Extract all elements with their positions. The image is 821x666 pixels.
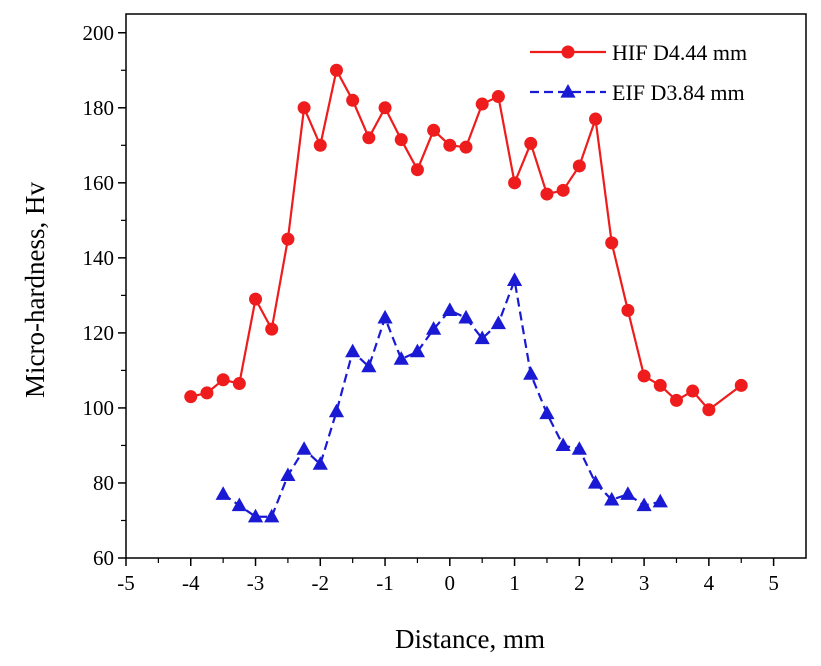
x-tick-label: -2 — [312, 571, 330, 595]
data-point — [297, 101, 311, 115]
data-point — [637, 369, 651, 383]
data-point — [702, 403, 716, 417]
data-point — [427, 123, 441, 137]
data-point — [200, 386, 214, 400]
data-point — [571, 441, 587, 455]
x-tick-label: -5 — [117, 571, 135, 595]
series-line — [222, 276, 661, 518]
legend-label: HIF D4.44 mm — [612, 40, 747, 65]
y-tick-label: 180 — [83, 96, 115, 120]
data-point — [247, 508, 264, 523]
data-point — [345, 343, 361, 358]
y-tick-label: 120 — [83, 321, 115, 345]
data-point — [475, 97, 489, 111]
data-point — [652, 493, 668, 508]
data-point — [329, 63, 343, 77]
legend-label: EIF D3.84 mm — [612, 80, 745, 105]
data-point — [653, 378, 667, 392]
data-point — [572, 159, 586, 173]
data-point — [686, 384, 700, 398]
axes: -5 -4 -3 -2 -1 0 1 2 3 4 5 60 80 100 120 140 160 180 200 — [83, 13, 807, 595]
data-point — [621, 303, 635, 317]
data-point — [216, 373, 230, 387]
series-1 — [184, 63, 748, 417]
legend-marker — [561, 45, 575, 59]
data-point — [491, 90, 505, 104]
x-tick-label: 1 — [509, 571, 520, 595]
y-tick-label: 80 — [93, 471, 114, 495]
data-point — [474, 330, 490, 345]
data-point — [605, 236, 619, 250]
data-point — [589, 112, 603, 126]
x-tick-label: 0 — [445, 571, 456, 595]
x-tick-label: -3 — [247, 571, 265, 595]
y-axis-title: Micro-hardness, Hv — [20, 182, 50, 398]
data-point — [540, 187, 554, 201]
x-tick-label: -1 — [376, 571, 394, 595]
data-point — [524, 136, 538, 150]
y-tick-label: 100 — [83, 396, 115, 420]
data-point — [669, 393, 683, 407]
data-point — [587, 474, 604, 489]
data-point — [281, 232, 295, 246]
data-point — [362, 131, 376, 145]
data-point — [604, 491, 620, 506]
x-axis-title: Distance, mm — [395, 624, 545, 654]
data-point — [394, 133, 408, 147]
data-point — [215, 486, 231, 500]
data-point — [312, 456, 328, 470]
series-layer — [184, 63, 748, 523]
data-point — [636, 497, 652, 512]
data-point — [409, 343, 426, 358]
x-tick-label: 5 — [768, 571, 779, 595]
series-line — [190, 67, 742, 412]
data-point — [249, 292, 263, 306]
data-point — [734, 378, 748, 392]
x-tick-label: 4 — [704, 571, 715, 595]
plot-frame — [125, 13, 807, 559]
data-point — [458, 309, 474, 324]
data-point — [620, 486, 636, 500]
data-point — [313, 138, 327, 152]
legend: HIF D4.44 mm EIF D3.84 mm — [530, 40, 747, 105]
data-point — [410, 163, 424, 177]
y-tick-label: 160 — [83, 171, 115, 195]
y-tick-label: 200 — [83, 21, 115, 45]
data-point — [506, 272, 523, 286]
legend-marker — [560, 84, 576, 98]
x-tick-label: 3 — [639, 571, 650, 595]
data-point — [231, 497, 247, 512]
data-point — [523, 366, 539, 380]
data-point — [443, 138, 457, 152]
y-tick-label: 60 — [93, 546, 114, 570]
data-point — [539, 405, 555, 420]
data-point — [508, 176, 522, 190]
data-point — [232, 377, 246, 391]
data-point — [378, 101, 392, 115]
y-tick-label: 140 — [83, 246, 115, 270]
data-point — [490, 315, 506, 330]
data-point — [280, 467, 296, 482]
data-point — [556, 183, 570, 197]
data-point — [328, 403, 345, 418]
data-point — [346, 93, 360, 107]
data-point — [361, 358, 377, 373]
x-tick-label: 2 — [574, 571, 585, 595]
data-point — [265, 322, 279, 336]
data-point — [264, 508, 280, 523]
x-tick-label: -4 — [182, 571, 200, 595]
data-point — [459, 140, 473, 154]
data-point — [393, 351, 409, 365]
data-point — [555, 437, 571, 452]
data-point — [296, 441, 312, 455]
data-point — [184, 390, 198, 404]
data-point — [426, 321, 442, 335]
data-point — [442, 302, 458, 316]
data-point — [377, 309, 393, 324]
series-2 — [215, 272, 668, 523]
